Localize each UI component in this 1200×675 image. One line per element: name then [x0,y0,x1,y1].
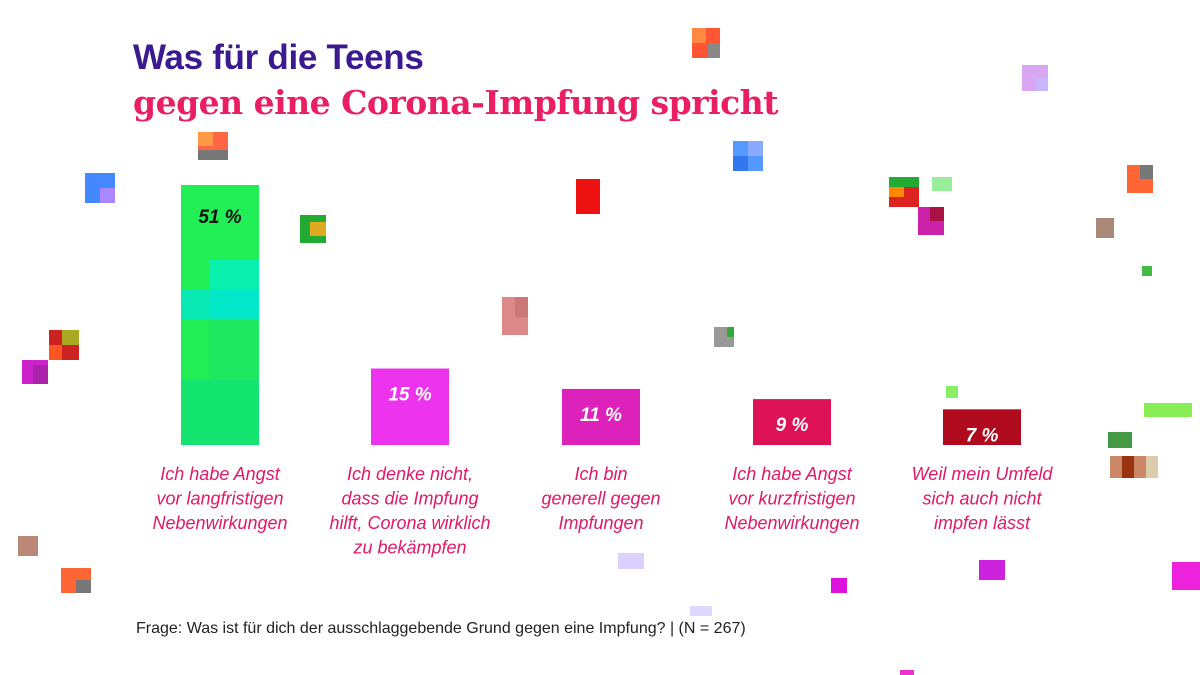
bar-1-texture [181,290,259,320]
decorative-pixel [900,670,914,675]
decorative-pixel [727,327,734,337]
category-label-3: Ich bin generell gegen Impfungen [541,464,660,533]
decorative-pixel [748,141,763,156]
bar-3 [562,388,640,445]
bar-1-texture [181,380,259,445]
decorative-pixel [1172,562,1200,590]
decorative-pixel [18,536,38,556]
decorative-pixel [198,150,228,160]
decorative-pixel [310,222,326,236]
decorative-pixel [831,578,847,593]
bar-1-texture [209,320,259,380]
decorative-pixel [733,156,748,171]
bar-value-label-5: 7 % [966,425,999,446]
chart-title: Was für die Teens [133,38,424,77]
decorative-pixel [1036,78,1048,91]
decorative-pixel [708,43,720,58]
decorative-pixel [62,330,79,345]
decorative-pixel [889,187,904,197]
decorative-pixel [946,386,958,398]
category-label-4: Ich habe Angst vor kurzfristigen Nebenwirk… [724,464,859,533]
decorative-pixel [515,297,528,317]
bar-value-label-4: 9 % [776,415,809,436]
decorative-pixel [576,179,600,214]
decorative-pixel [618,553,644,569]
decorative-pixel [1096,218,1114,238]
category-label-2: Ich denke nicht, dass die Impfung hilft, C… [329,464,490,558]
decorative-pixel [692,28,706,43]
bar-value-label-1: 51 % [198,207,241,228]
decorative-pixel [33,365,48,384]
bar-value-label-3: 11 % [580,405,622,426]
bar-4 [753,399,831,445]
decorative-pixel [1146,456,1158,478]
bar-value-label-2: 15 % [388,385,431,406]
decorative-pixel [1108,432,1132,448]
chart-subtitle: gegen eine Corona-Impfung spricht [133,83,778,122]
decorative-pixel [1140,165,1153,179]
decorative-pixel [198,132,213,146]
decorative-pixel [76,580,91,593]
decorative-pixel [49,345,62,360]
decorative-pixel [979,560,1005,580]
decorative-pixel [100,188,115,203]
decorative-pixel [930,207,944,221]
category-label-1: Ich habe Angst vor langfristigen Nebenwirk… [152,464,287,533]
decorative-pixel [690,606,712,616]
decorative-pixel [932,177,952,191]
category-label-5: Weil mein Umfeld sich auch nicht impfen lä… [912,464,1054,533]
decorative-pixel [889,177,919,187]
bar-5 [943,409,1021,445]
bar-2 [371,368,449,445]
survey-question-note: Frage: Was ist für dich der ausschlaggeb… [136,620,746,637]
decorative-pixel [1122,456,1134,478]
decorative-pixel [1142,266,1152,276]
decorative-pixel [1144,403,1192,417]
